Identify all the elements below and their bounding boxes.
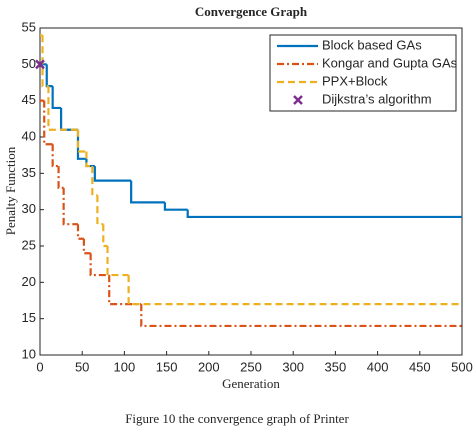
- step-segment: [41, 35, 49, 88]
- y-tick-label: 50: [22, 56, 36, 71]
- legend-label: PPX+Block: [322, 73, 388, 88]
- y-tick-label: 40: [22, 128, 36, 143]
- step-segment: [47, 86, 78, 131]
- step-segment: [82, 238, 91, 255]
- y-tick-label: 35: [22, 165, 36, 180]
- legend-marker: [293, 95, 303, 105]
- y-tick-label: 30: [22, 201, 36, 216]
- legend-label: Block based GAs: [322, 37, 422, 52]
- step-segment: [43, 100, 53, 146]
- y-tick-label: 10: [22, 346, 36, 361]
- step-segment: [57, 166, 64, 189]
- step-segment: [76, 129, 87, 153]
- x-tick-label: 500: [451, 359, 473, 374]
- x-tick-label: 300: [282, 359, 304, 374]
- step-segment: [93, 166, 132, 182]
- y-tick-label: 55: [22, 19, 36, 34]
- y-axis-label: Penalty Function: [3, 146, 18, 235]
- step-segment: [106, 246, 129, 277]
- step-segment: [163, 202, 188, 211]
- step-segment: [62, 187, 78, 226]
- step-segment: [96, 195, 104, 226]
- x-tick-label: 50: [75, 359, 89, 374]
- x-tick-label: 150: [156, 359, 178, 374]
- step-segment: [60, 107, 78, 131]
- step-segment: [102, 224, 108, 248]
- step-segment: [51, 144, 59, 168]
- y-tick-label: 15: [22, 310, 36, 325]
- step-segment: [186, 209, 462, 219]
- data-point: [35, 59, 45, 70]
- step-segment: [89, 253, 110, 277]
- y-tick-label: 25: [22, 237, 36, 252]
- step-segment: [45, 64, 53, 88]
- legend-label: Dijkstra’s algorithm: [322, 91, 432, 106]
- step-segment: [76, 129, 87, 160]
- step-segment: [108, 275, 142, 306]
- x-tick-label: 350: [325, 359, 347, 374]
- caption: Figure 10 the convergence graph of Print…: [125, 411, 349, 426]
- x-tick-label: 0: [36, 359, 43, 374]
- x-tick-label: 100: [114, 359, 136, 374]
- y-tick-label: 20: [22, 274, 36, 289]
- x-tick-label: 400: [367, 359, 389, 374]
- step-segment: [85, 151, 93, 168]
- step-segment: [51, 86, 62, 110]
- x-tick-label: 200: [198, 359, 220, 374]
- chart-title: Convergence Graph: [195, 4, 308, 19]
- y-tick-label: 45: [22, 92, 36, 107]
- x-tick-label: 450: [409, 359, 431, 374]
- step-segment: [76, 224, 84, 240]
- step-segment: [140, 304, 462, 328]
- step-segment: [127, 275, 462, 306]
- step-segment: [130, 180, 165, 204]
- x-axis-label: Generation: [222, 376, 280, 391]
- x-tick-label: 250: [240, 359, 262, 374]
- legend-label: Kongar and Gupta GAs: [322, 55, 458, 70]
